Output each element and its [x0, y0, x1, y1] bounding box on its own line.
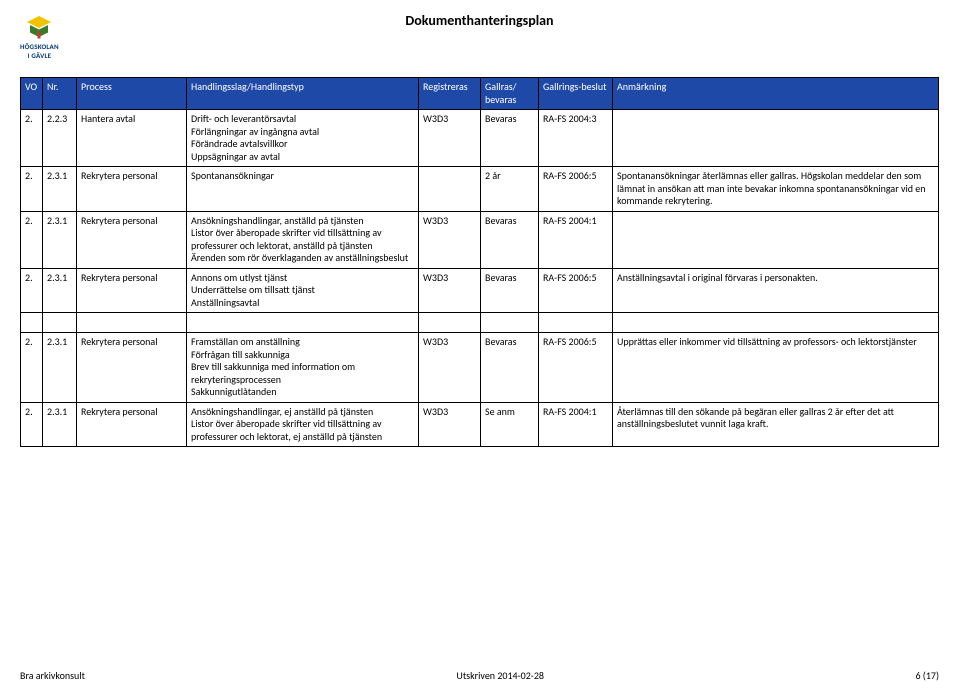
cell-beslut: RA-FS 2006:5 [539, 333, 613, 403]
cell-nr: 2.3.1 [43, 167, 77, 212]
table-gap-row [21, 313, 939, 333]
cell-gallras: 2 år [481, 167, 539, 212]
cell-vo: 2. [21, 333, 43, 403]
logo-text-line1: HÖGSKOLAN [20, 42, 59, 51]
table-row: 2. 2.2.3 Hantera avtal Drift- och levera… [21, 110, 939, 167]
table-row: 2. 2.3.1 Rekrytera personal Ansökningsha… [21, 402, 939, 447]
cell-process: Rekrytera personal [77, 333, 187, 403]
cell-reg [419, 167, 481, 212]
logo-crest-icon [24, 14, 54, 42]
cell-anm: Anställningsavtal i original förvaras i … [613, 268, 939, 313]
document-plan-table: VO Nr. Process Handlingsslag/Handlingsty… [20, 77, 939, 447]
cell-process: Rekrytera personal [77, 268, 187, 313]
table-row: 2. 2.3.1 Rekrytera personal Framställan … [21, 333, 939, 403]
table-row: 2. 2.3.1 Rekrytera personal Annons om ut… [21, 268, 939, 313]
cell-gallras: Se anm [481, 402, 539, 447]
logo-text-line2: I GÄVLE [28, 51, 52, 60]
cell-gallras: Bevaras [481, 268, 539, 313]
cell-beslut: RA-FS 2006:5 [539, 268, 613, 313]
cell-anm: Spontanansökningar återlämnas eller gall… [613, 167, 939, 212]
footer-right: 6 (17) [915, 669, 939, 682]
table-row: 2. 2.3.1 Rekrytera personal Ansökningsha… [21, 211, 939, 268]
document-title: Dokumenthanteringsplan [20, 12, 939, 29]
cell-reg: W3D3 [419, 211, 481, 268]
cell-hand: Ansökningshandlingar, anställd på tjänst… [187, 211, 419, 268]
cell-hand: Framställan om anställningFörfrågan till… [187, 333, 419, 403]
cell-reg: W3D3 [419, 333, 481, 403]
cell-process: Rekrytera personal [77, 167, 187, 212]
cell-anm [613, 211, 939, 268]
table-row: 2. 2.3.1 Rekrytera personal Spontanansök… [21, 167, 939, 212]
cell-hand: Annons om utlyst tjänstUnderrättelse om … [187, 268, 419, 313]
cell-beslut: RA-FS 2004:1 [539, 402, 613, 447]
cell-nr: 2.2.3 [43, 110, 77, 167]
cell-beslut: RA-FS 2004:1 [539, 211, 613, 268]
cell-anm: Återlämnas till den sökande på begäran e… [613, 402, 939, 447]
cell-process: Rekrytera personal [77, 211, 187, 268]
col-header-reg: Registreras [419, 78, 481, 110]
col-header-anm: Anmärkning [613, 78, 939, 110]
cell-vo: 2. [21, 167, 43, 212]
cell-gallras: Bevaras [481, 333, 539, 403]
cell-reg: W3D3 [419, 110, 481, 167]
col-header-vo: VO [21, 78, 43, 110]
footer-center: Utskriven 2014-02-28 [456, 669, 544, 682]
cell-reg: W3D3 [419, 268, 481, 313]
col-header-nr: Nr. [43, 78, 77, 110]
cell-vo: 2. [21, 110, 43, 167]
table-header-row: VO Nr. Process Handlingsslag/Handlingsty… [21, 78, 939, 110]
cell-nr: 2.3.1 [43, 268, 77, 313]
page-footer: Bra arkivkonsult Utskriven 2014-02-28 6 … [20, 669, 939, 682]
cell-vo: 2. [21, 268, 43, 313]
cell-gallras: Bevaras [481, 211, 539, 268]
cell-vo: 2. [21, 211, 43, 268]
cell-reg: W3D3 [419, 402, 481, 447]
cell-vo: 2. [21, 402, 43, 447]
cell-beslut: RA-FS 2006:5 [539, 167, 613, 212]
col-header-process: Process [77, 78, 187, 110]
col-header-hand: Handlingsslag/Handlingstyp [187, 78, 419, 110]
cell-hand: Spontanansökningar [187, 167, 419, 212]
cell-process: Rekrytera personal [77, 402, 187, 447]
institution-logo: HÖGSKOLAN I GÄVLE [20, 14, 59, 60]
cell-nr: 2.3.1 [43, 402, 77, 447]
cell-beslut: RA-FS 2004:3 [539, 110, 613, 167]
cell-anm: Upprättas eller inkommer vid tillsättnin… [613, 333, 939, 403]
cell-nr: 2.3.1 [43, 333, 77, 403]
cell-hand: Ansökningshandlingar, ej anställd på tjä… [187, 402, 419, 447]
cell-nr: 2.3.1 [43, 211, 77, 268]
cell-hand: Drift- och leverantörsavtalFörlängningar… [187, 110, 419, 167]
col-header-beslut: Gallrings-beslut [539, 78, 613, 110]
cell-process: Hantera avtal [77, 110, 187, 167]
cell-anm [613, 110, 939, 167]
col-header-gallras: Gallras/ bevaras [481, 78, 539, 110]
cell-gallras: Bevaras [481, 110, 539, 167]
footer-left: Bra arkivkonsult [20, 669, 85, 682]
